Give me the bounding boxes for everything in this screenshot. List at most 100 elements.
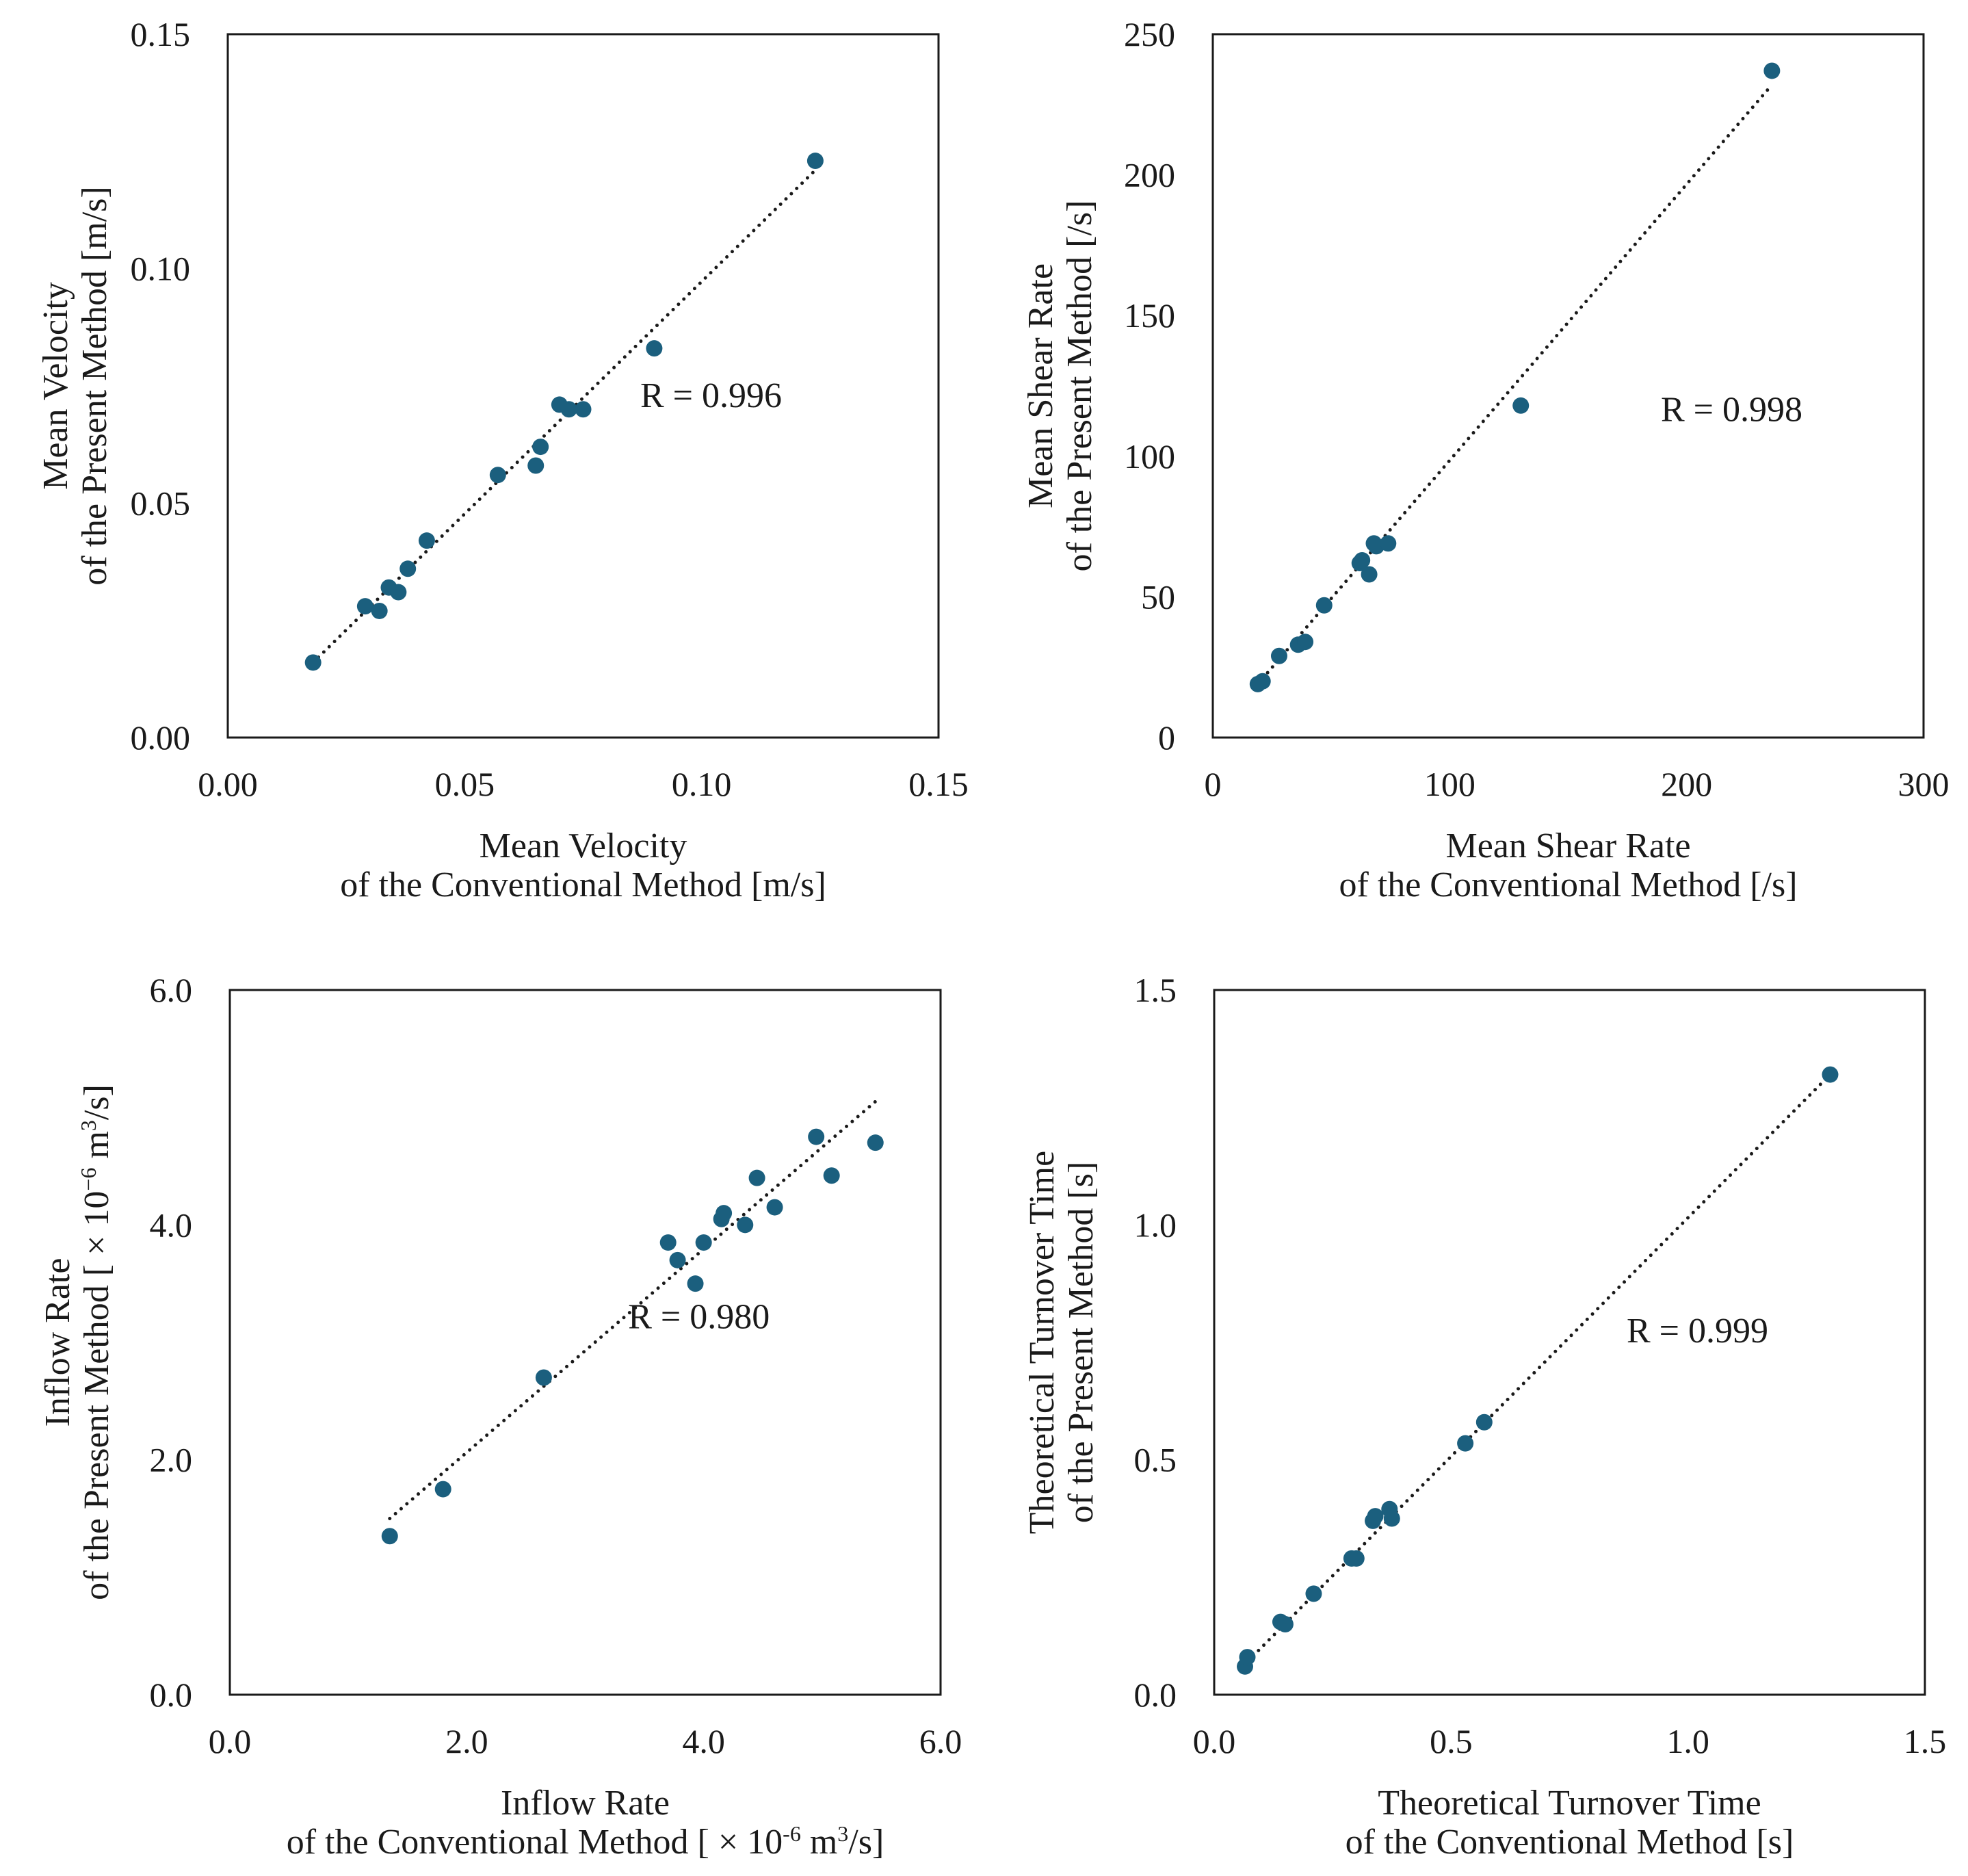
y-axis-label-line1: Mean Shear Rate [1021, 263, 1060, 508]
y-tick-label: 50 [1141, 577, 1175, 616]
x-axis-label-line1: Mean Shear Rate [1445, 826, 1690, 865]
y-tick-label: 150 [1124, 296, 1175, 335]
y-tick-label: 0.15 [131, 15, 191, 53]
x-tick-label: 6.0 [919, 1722, 962, 1760]
data-point [527, 457, 545, 474]
x-tick-label: 100 [1424, 765, 1475, 803]
x-tick-label: 1.0 [1666, 1722, 1709, 1760]
data-point [304, 654, 322, 671]
data-point [1361, 566, 1378, 583]
data-point [823, 1167, 840, 1184]
y-axis-label-line1: Mean Velocity [36, 282, 75, 490]
y-tick-label: 4.0 [150, 1206, 193, 1244]
correlation-label: R = 0.996 [640, 376, 782, 415]
data-point [808, 1128, 825, 1145]
x-tick-label: 2.0 [445, 1722, 488, 1760]
x-tick-label: 200 [1661, 765, 1712, 803]
y-tick-label: 1.0 [1134, 1206, 1177, 1244]
x-tick-label: 300 [1898, 765, 1950, 803]
correlation-label: R = 0.999 [1627, 1312, 1768, 1351]
data-point [560, 401, 577, 418]
plot-frame [1211, 33, 1925, 739]
correlation-label: R = 0.998 [1661, 390, 1802, 429]
data-point [532, 439, 549, 456]
plot-frame [228, 989, 942, 1696]
x-axis-label-line1: Mean Velocity [480, 826, 687, 865]
y-axis-label-line1: Inflow Rate [38, 1258, 77, 1427]
y-tick-label: 0.5 [1134, 1441, 1177, 1479]
data-point [575, 401, 592, 418]
data-point [1315, 597, 1333, 614]
data-point [356, 598, 373, 615]
data-point [434, 1481, 451, 1498]
data-point [1367, 1508, 1384, 1525]
x-tick-label: 0 [1205, 765, 1222, 803]
y-tick-label: 0.0 [150, 1676, 193, 1714]
y-tick-label: 200 [1124, 156, 1175, 194]
data-point [1475, 1413, 1493, 1431]
correlation-label: R = 0.980 [628, 1297, 770, 1336]
y-tick-label: 0.0 [1134, 1676, 1177, 1714]
plot-frame [226, 33, 940, 739]
x-tick-label: 0.5 [1430, 1722, 1473, 1760]
data-point [737, 1216, 754, 1234]
x-tick-label: 0.10 [672, 765, 732, 803]
data-point [399, 560, 417, 577]
data-point [390, 584, 407, 601]
x-axis-label-line2: of the Conventional Method [s] [1346, 1823, 1794, 1862]
x-tick-label: 0.05 [435, 765, 495, 803]
data-point [1305, 1585, 1322, 1602]
y-tick-label: 250 [1124, 15, 1175, 53]
data-point [1763, 62, 1781, 79]
data-point [381, 1528, 398, 1545]
plot-mean-shear-rate: 0 100 200 300 0 50 100 150 200 250 Mean Shear Rate… [1021, 15, 1950, 904]
y-tick-label: 1.5 [1134, 971, 1177, 1009]
x-axis-label-line2: of the Conventional Method [ × 10-6 m3/s… [287, 1821, 884, 1862]
y-tick-label: 2.0 [150, 1441, 193, 1479]
data-point [535, 1369, 552, 1386]
plot-frame [1213, 989, 1926, 1696]
y-axis-label-line2: of the Present Method [/s] [1060, 200, 1099, 571]
data-point [716, 1205, 733, 1222]
data-point [748, 1169, 765, 1186]
y-tick-label: 100 [1124, 437, 1175, 475]
trendline [311, 168, 817, 664]
y-tick-label: 0.05 [131, 484, 191, 522]
plot-mean-velocity: 0.00 0.05 0.10 0.15 0.00 0.05 0.10 0.15 Mean Vel… [36, 15, 969, 904]
y-tick-label: 0.10 [131, 250, 191, 288]
x-tick-label: 0.0 [209, 1722, 252, 1760]
data-point [1239, 1649, 1256, 1666]
data-point [669, 1251, 686, 1268]
data-point [867, 1134, 884, 1151]
data-point [687, 1275, 704, 1292]
x-axis-label-line1: Inflow Rate [501, 1784, 670, 1823]
data-point [1380, 535, 1397, 552]
data-point [1276, 1616, 1294, 1632]
data-point [1383, 1510, 1400, 1527]
data-point [1512, 397, 1530, 414]
data-point [695, 1234, 712, 1251]
y-tick-label: 6.0 [150, 971, 193, 1009]
data-point [1354, 551, 1371, 569]
x-tick-label: 0.15 [908, 765, 969, 803]
data-point [1254, 673, 1271, 690]
trendline [1256, 83, 1774, 686]
x-axis-label-line2: of the Conventional Method [/s] [1339, 865, 1797, 904]
data-point [1297, 634, 1314, 651]
data-point [1457, 1435, 1474, 1452]
data-point [1822, 1066, 1839, 1083]
y-axis-label-line2: of the Present Method [s] [1062, 1162, 1101, 1524]
x-axis-label-line2: of the Conventional Method [m/s] [340, 865, 826, 904]
y-axis-label-line1: Theoretical Turnover Time [1023, 1151, 1062, 1534]
data-point [659, 1234, 677, 1251]
trendline [388, 1099, 878, 1520]
y-axis-label-line2: of the Present Method [m/s] [75, 186, 114, 585]
data-point [1348, 1550, 1365, 1567]
x-axis-label-line1: Theoretical Turnover Time [1378, 1784, 1761, 1823]
data-point [806, 153, 824, 170]
trendline [1241, 1073, 1832, 1669]
x-tick-label: 4.0 [682, 1722, 725, 1760]
data-point [489, 467, 506, 484]
